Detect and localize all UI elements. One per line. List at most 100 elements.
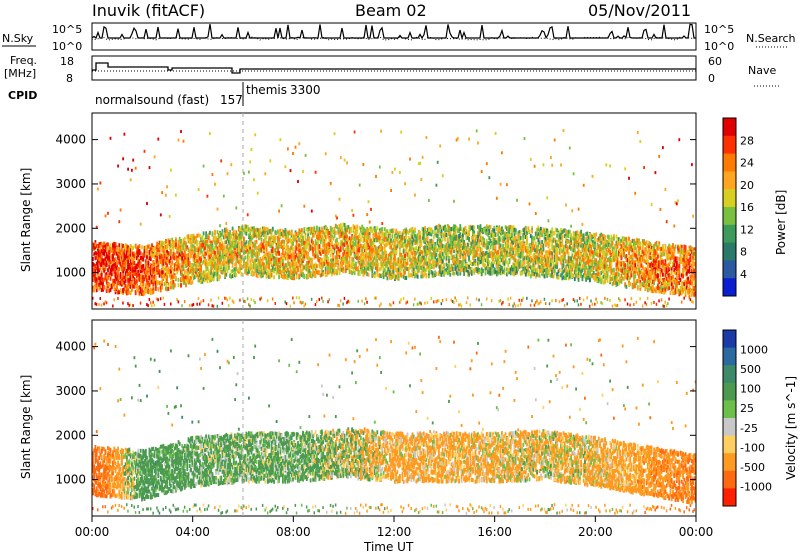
power-cell (436, 272, 438, 276)
power-cell (405, 302, 407, 305)
power-cell (219, 275, 221, 279)
power-cell (379, 304, 381, 307)
power-cell (305, 235, 307, 239)
power-cell (220, 159, 222, 162)
power-cell (248, 303, 250, 306)
power-cell (249, 243, 251, 247)
power-cell (400, 273, 402, 277)
power-cell (163, 297, 165, 300)
power-cell (93, 288, 95, 292)
power-cell (155, 276, 157, 280)
power-cell (209, 231, 211, 235)
power-cell (248, 171, 250, 174)
power-cell (155, 287, 157, 291)
power-cell (139, 244, 141, 248)
power-cell (327, 300, 329, 303)
power-cell (100, 297, 102, 300)
power-cell (275, 302, 277, 305)
power-cell (257, 256, 259, 260)
power-cell (113, 298, 115, 301)
power-cell (360, 238, 362, 242)
power-cell (116, 247, 118, 251)
power-cell (337, 242, 339, 246)
power-cell (131, 169, 133, 172)
power-cell (233, 230, 235, 234)
power-cell (152, 290, 154, 294)
power-cell (147, 304, 149, 307)
power-cell (175, 194, 177, 197)
power-cell (446, 298, 448, 301)
power-cell (247, 213, 249, 216)
power-cell (379, 236, 381, 240)
power-cell (222, 232, 224, 236)
power-cell (200, 301, 202, 304)
power-cell (407, 301, 409, 304)
power-cell (393, 301, 395, 304)
power-cell (198, 188, 200, 191)
power-cell (426, 258, 428, 262)
power-cell (160, 297, 162, 300)
power-cell (404, 182, 406, 185)
power-cell (256, 240, 258, 244)
power-cell (149, 166, 151, 169)
power-cell (218, 297, 220, 300)
power-cell (365, 297, 367, 300)
power-cell (442, 252, 444, 256)
power-cell (149, 275, 151, 279)
power-cell (437, 161, 439, 164)
power-cell (165, 240, 167, 244)
power-cell (336, 217, 338, 220)
power-cell (298, 142, 300, 145)
power-cell (403, 297, 405, 300)
power-cell (249, 305, 251, 308)
power-cell (292, 247, 294, 251)
power-cell (97, 188, 99, 191)
power-cell (346, 161, 348, 164)
power-cell (392, 171, 394, 174)
power-cell (117, 297, 119, 300)
power-cell (314, 226, 316, 230)
nsky-panel: N.Sky 10^5 10^0 10^5 10^0 N.Search (2, 23, 796, 53)
power-cell (188, 234, 190, 238)
nave-tick-top: 60 (708, 55, 722, 68)
power-cell (96, 285, 98, 289)
power-cell (370, 208, 372, 211)
power-cell (214, 230, 216, 234)
power-cell (213, 305, 215, 308)
power-cell (154, 155, 156, 158)
power-cell (266, 248, 268, 252)
power-cell (184, 300, 186, 303)
power-cell (157, 138, 159, 141)
power-cell (203, 165, 205, 168)
power-cell (419, 231, 421, 235)
nsearch-label: N.Search (746, 32, 796, 45)
power-cell (251, 148, 253, 151)
power-cell (140, 251, 142, 255)
power-cell (183, 266, 185, 270)
power-cell (248, 255, 250, 259)
power-cell (146, 202, 148, 205)
power-cell (378, 263, 380, 267)
beam-title: Beam 02 (355, 1, 427, 20)
power-cell (420, 243, 422, 247)
power-cell (278, 252, 280, 256)
power-cell (305, 154, 307, 157)
power-cell (118, 220, 120, 223)
power-cell (315, 303, 317, 306)
power-cell (428, 199, 430, 202)
cpid-seg1-code: 157 (220, 93, 243, 107)
power-cell (174, 284, 176, 288)
power-cell (95, 302, 97, 305)
rti-plot: Inuvik (fitACF) Beam 02 05/Nov/2011 N.Sk… (0, 0, 800, 554)
cpid-seg2-name: themis (246, 83, 287, 97)
power-cell (272, 227, 274, 231)
power-cell (166, 275, 168, 279)
power-cell (290, 250, 292, 254)
power-cell (264, 172, 266, 175)
power-cell (227, 299, 229, 302)
power-cell (303, 205, 305, 208)
power-cell (175, 276, 177, 280)
power-cell (290, 305, 292, 308)
power-cell (180, 284, 182, 288)
power-cell (178, 283, 180, 287)
